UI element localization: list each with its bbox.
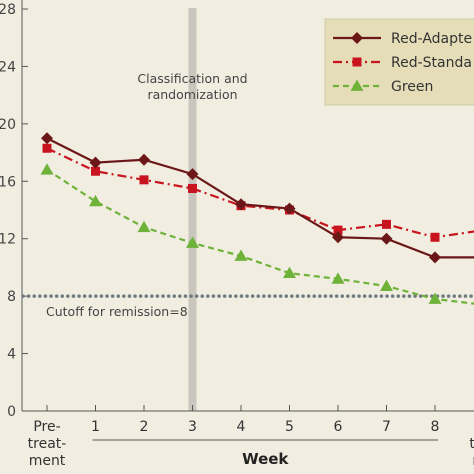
data-point xyxy=(89,156,102,169)
y-tick-label: 16 xyxy=(0,174,16,190)
series-line xyxy=(46,137,474,259)
data-point xyxy=(139,175,149,185)
data-point xyxy=(91,166,100,176)
data-point xyxy=(188,183,197,193)
data-point xyxy=(40,163,54,175)
series-red-adapted xyxy=(41,132,474,264)
legend-marker xyxy=(352,57,362,67)
x-tick-label: Potreame xyxy=(469,419,474,469)
x-tick-label: 3 xyxy=(188,419,197,435)
x-tick-label: 4 xyxy=(237,419,246,435)
series-line xyxy=(46,168,474,305)
y-tick-label: 12 xyxy=(0,232,16,248)
x-tick-label: 2 xyxy=(140,419,149,435)
randomization-band xyxy=(188,8,197,411)
legend: Red-Adapte Red-Standa Green xyxy=(324,18,474,106)
series-group xyxy=(40,132,474,305)
data-point xyxy=(89,194,102,207)
data-point xyxy=(430,232,440,242)
data-point xyxy=(138,153,150,166)
x-tick-label: 8 xyxy=(431,419,440,435)
legend-label: Red-Standa xyxy=(391,55,472,71)
remission-cutoff-label: Cutoff for remission=8 xyxy=(46,304,188,319)
legend-item: Green xyxy=(333,79,433,95)
legend-marker xyxy=(350,79,364,91)
data-point xyxy=(333,225,343,235)
legend-marker xyxy=(351,32,363,44)
data-point xyxy=(283,202,296,215)
legend-box xyxy=(324,18,474,106)
y-tick-label: 24 xyxy=(0,59,16,75)
x-axis-title: Week xyxy=(242,450,289,468)
x-tick-label: 5 xyxy=(285,419,294,435)
data-point xyxy=(380,279,393,291)
y-tick-label: 8 xyxy=(7,289,16,305)
y-tick-label: 28 xyxy=(0,2,16,18)
annotation-text: Classification and randomization xyxy=(137,71,247,102)
data-point xyxy=(382,219,391,229)
data-point xyxy=(429,251,441,264)
x-tick-label: 7 xyxy=(382,419,391,435)
data-point xyxy=(331,272,345,284)
data-point xyxy=(137,220,151,233)
reference-line-group: Cutoff for remission=8 xyxy=(21,294,474,319)
data-point xyxy=(428,292,442,304)
legend-label: Red-Adapte xyxy=(391,31,472,47)
data-point xyxy=(186,168,199,181)
y-tick-label: 0 xyxy=(7,404,16,420)
y-tick-label: 4 xyxy=(7,347,16,363)
legend-label: Green xyxy=(391,79,433,95)
legend-item: Red-Adapte xyxy=(333,31,472,47)
x-tick-label: 1 xyxy=(91,419,100,435)
legend-item: Red-Standa xyxy=(333,55,472,71)
data-point xyxy=(186,236,199,248)
data-point xyxy=(380,232,393,245)
data-point xyxy=(42,143,52,153)
data-point xyxy=(41,132,53,145)
x-tick-label: 6 xyxy=(334,419,343,435)
x-tick-label: Pre-treat-ment xyxy=(28,419,67,469)
data-point xyxy=(332,231,344,244)
data-point xyxy=(235,198,247,211)
series-green xyxy=(40,163,474,305)
data-point xyxy=(234,249,248,261)
data-point xyxy=(283,266,296,279)
y-tick-label: 20 xyxy=(0,117,16,133)
series-line xyxy=(46,147,474,239)
